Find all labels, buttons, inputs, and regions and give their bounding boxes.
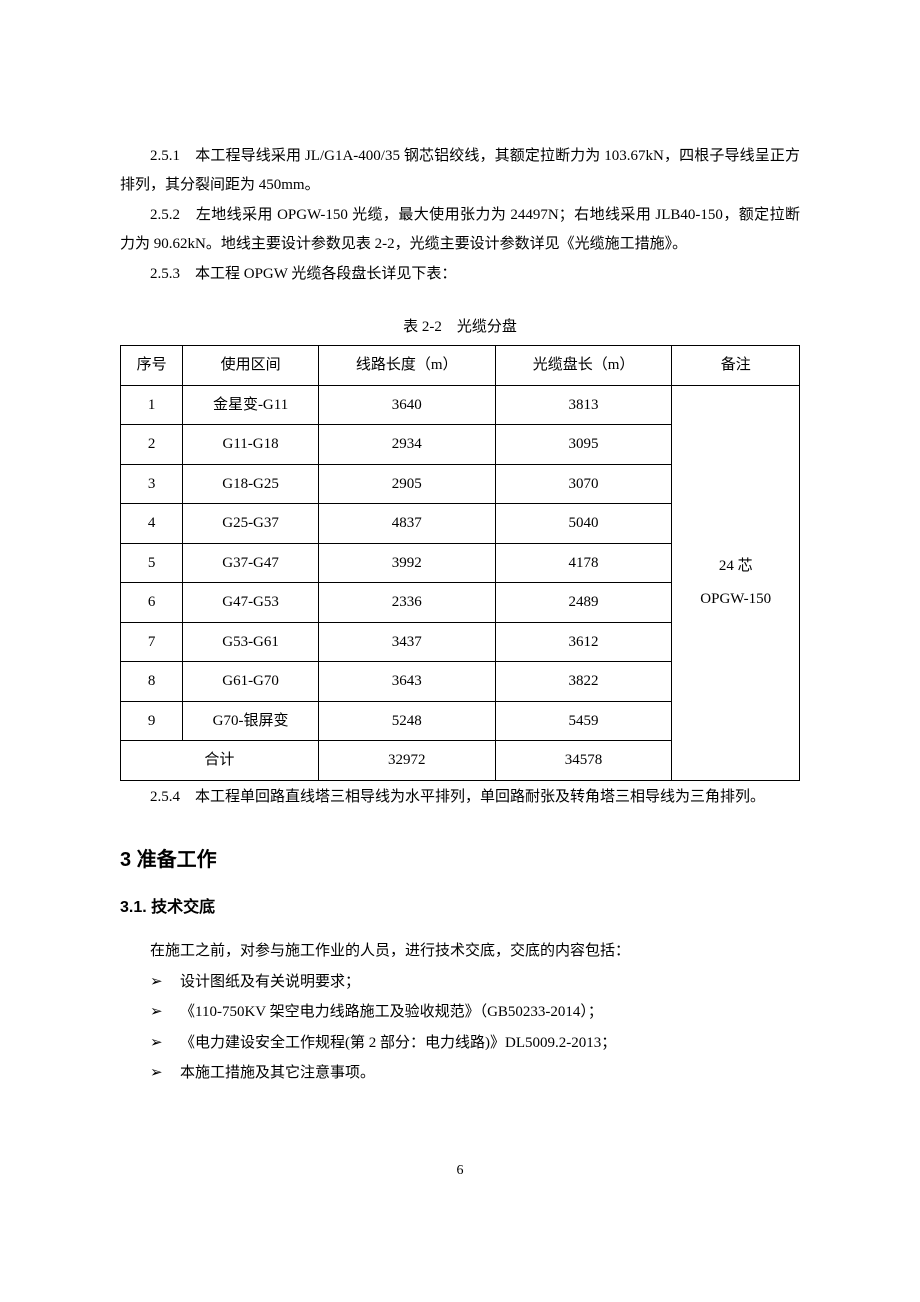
th-section: 使用区间 — [183, 346, 319, 386]
page-number: 6 — [120, 1158, 800, 1185]
cell: 3813 — [495, 385, 672, 425]
cell: 3437 — [318, 622, 495, 662]
cell: 3 — [121, 464, 183, 504]
remark-type: OPGW-150 — [676, 583, 795, 616]
cell: G11-G18 — [183, 425, 319, 465]
cell: 2905 — [318, 464, 495, 504]
cell: G25-G37 — [183, 504, 319, 544]
cell: G61-G70 — [183, 662, 319, 702]
cell: G18-G25 — [183, 464, 319, 504]
remark-cell: 24 芯 OPGW-150 — [672, 385, 800, 780]
total-label: 合计 — [121, 741, 319, 781]
cell: G53-G61 — [183, 622, 319, 662]
intro-3-1: 在施工之前，对参与施工作业的人员，进行技术交底，交底的内容包括： — [120, 937, 800, 966]
disclosure-list: 设计图纸及有关说明要求； 《110-750KV 架空电力线路施工及验收规范》（G… — [150, 968, 800, 1088]
list-item: 本施工措施及其它注意事项。 — [150, 1059, 800, 1088]
cell: G47-G53 — [183, 583, 319, 623]
paragraph-2-5-2: 2.5.2 左地线采用 OPGW-150 光缆，最大使用张力为 24497N；右… — [120, 201, 800, 258]
cell: 5459 — [495, 701, 672, 741]
cell: G70-银屏变 — [183, 701, 319, 741]
cell: 5248 — [318, 701, 495, 741]
cell: 2 — [121, 425, 183, 465]
remark-core: 24 芯 — [676, 550, 795, 583]
cell: 9 — [121, 701, 183, 741]
cell: 4837 — [318, 504, 495, 544]
th-line-length: 线路长度（m） — [318, 346, 495, 386]
total-reel: 34578 — [495, 741, 672, 781]
cell: 5040 — [495, 504, 672, 544]
paragraph-2-5-3: 2.5.3 本工程 OPGW 光缆各段盘长详见下表： — [120, 260, 800, 289]
paragraph-2-5-1: 2.5.1 本工程导线采用 JL/G1A-400/35 钢芯铝绞线，其额定拉断力… — [120, 142, 800, 199]
total-length: 32972 — [318, 741, 495, 781]
cell: 金星变-G11 — [183, 385, 319, 425]
heading-3: 3 准备工作 — [120, 841, 800, 879]
cell: 3070 — [495, 464, 672, 504]
cell: 2336 — [318, 583, 495, 623]
list-item: 《110-750KV 架空电力线路施工及验收规范》（GB50233-2014）； — [150, 998, 800, 1027]
th-remark: 备注 — [672, 346, 800, 386]
cell: 2489 — [495, 583, 672, 623]
cell: 2934 — [318, 425, 495, 465]
cell: 1 — [121, 385, 183, 425]
cell: 3822 — [495, 662, 672, 702]
cell: 3095 — [495, 425, 672, 465]
cell: G37-G47 — [183, 543, 319, 583]
cell: 3992 — [318, 543, 495, 583]
cell: 6 — [121, 583, 183, 623]
table-caption: 表 2-2 光缆分盘 — [120, 313, 800, 342]
cell: 3643 — [318, 662, 495, 702]
cell: 5 — [121, 543, 183, 583]
cell: 4 — [121, 504, 183, 544]
list-item: 设计图纸及有关说明要求； — [150, 968, 800, 997]
cell: 7 — [121, 622, 183, 662]
cell: 3612 — [495, 622, 672, 662]
list-item: 《电力建设安全工作规程(第 2 部分：电力线路)》DL5009.2-2013； — [150, 1029, 800, 1058]
cell: 8 — [121, 662, 183, 702]
th-reel-length: 光缆盘长（m） — [495, 346, 672, 386]
table-header-row: 序号 使用区间 线路长度（m） 光缆盘长（m） 备注 — [121, 346, 800, 386]
table-row: 1 金星变-G11 3640 3813 24 芯 OPGW-150 — [121, 385, 800, 425]
cable-reel-table: 序号 使用区间 线路长度（m） 光缆盘长（m） 备注 1 金星变-G11 364… — [120, 345, 800, 781]
heading-3-1: 3.1. 技术交底 — [120, 893, 800, 923]
cell: 4178 — [495, 543, 672, 583]
cell: 3640 — [318, 385, 495, 425]
paragraph-2-5-4: 2.5.4 本工程单回路直线塔三相导线为水平排列，单回路耐张及转角塔三相导线为三… — [120, 783, 800, 812]
th-index: 序号 — [121, 346, 183, 386]
